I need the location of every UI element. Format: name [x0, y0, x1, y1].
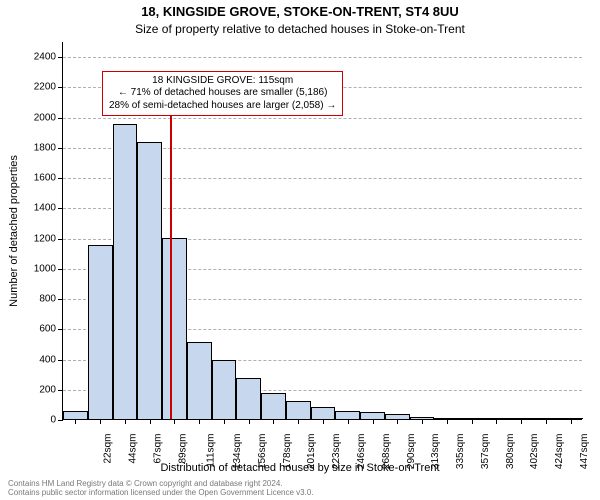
y-tick	[58, 148, 63, 149]
x-tick	[125, 419, 126, 424]
x-tick-label: 223sqm	[331, 434, 342, 470]
y-tick-label: 200	[16, 384, 56, 395]
x-tick	[447, 419, 448, 424]
histogram-bar	[311, 407, 336, 419]
x-tick-label: 290sqm	[406, 434, 417, 470]
x-tick	[249, 419, 250, 424]
y-tick	[58, 390, 63, 391]
histogram-bar	[261, 393, 286, 419]
x-tick-label: 335sqm	[455, 434, 466, 470]
x-tick	[571, 419, 572, 424]
x-tick	[373, 419, 374, 424]
y-tick	[58, 57, 63, 58]
y-tick	[58, 420, 63, 421]
y-tick-label: 2000	[16, 112, 56, 123]
x-tick	[348, 419, 349, 424]
y-tick-label: 2400	[16, 52, 56, 63]
histogram-bar	[113, 124, 138, 419]
y-tick-label: 800	[16, 294, 56, 305]
x-tick	[496, 419, 497, 424]
x-tick	[472, 419, 473, 424]
histogram-bar	[187, 342, 212, 419]
footer-attribution: Contains HM Land Registry data © Crown c…	[8, 480, 314, 498]
y-tick	[58, 360, 63, 361]
y-tick-label: 600	[16, 324, 56, 335]
x-tick-label: 246sqm	[356, 434, 367, 470]
gridline	[63, 57, 582, 58]
x-tick-label: 178sqm	[282, 434, 293, 470]
x-tick-label: 357sqm	[480, 434, 491, 470]
plot-area: 18 KINGSIDE GROVE: 115sqm← 71% of detach…	[62, 42, 582, 420]
reference-line	[170, 77, 172, 419]
y-tick	[58, 178, 63, 179]
x-tick-label: 111sqm	[206, 434, 217, 468]
y-tick-label: 2200	[16, 82, 56, 93]
x-tick	[273, 419, 274, 424]
x-tick	[323, 419, 324, 424]
y-tick-label: 1600	[16, 173, 56, 184]
y-tick-label: 0	[16, 415, 56, 426]
x-tick	[174, 419, 175, 424]
y-tick	[58, 239, 63, 240]
x-tick	[199, 419, 200, 424]
x-tick	[100, 419, 101, 424]
histogram-bar	[162, 238, 187, 419]
y-tick	[58, 329, 63, 330]
y-tick	[58, 208, 63, 209]
y-tick	[58, 269, 63, 270]
x-tick-label: 134sqm	[232, 434, 243, 470]
x-tick	[224, 419, 225, 424]
x-tick	[298, 419, 299, 424]
x-tick-label: 44sqm	[128, 434, 139, 464]
x-tick-label: 447sqm	[579, 434, 590, 470]
chart-subtitle: Size of property relative to detached ho…	[0, 22, 600, 36]
x-tick-label: 380sqm	[505, 434, 516, 470]
histogram-bar	[286, 401, 311, 419]
x-tick	[150, 419, 151, 424]
x-tick-label: 424sqm	[554, 434, 565, 470]
x-tick	[546, 419, 547, 424]
x-tick	[422, 419, 423, 424]
y-tick-label: 400	[16, 354, 56, 365]
annotation-box: 18 KINGSIDE GROVE: 115sqm← 71% of detach…	[102, 71, 343, 117]
chart-title: 18, KINGSIDE GROVE, STOKE-ON-TRENT, ST4 …	[0, 4, 600, 19]
annotation-line: 18 KINGSIDE GROVE: 115sqm	[109, 75, 336, 88]
x-tick-label: 22sqm	[103, 434, 114, 464]
footer-line-2: Contains public sector information licen…	[8, 489, 314, 498]
gridline	[63, 118, 582, 119]
x-tick-label: 268sqm	[381, 434, 392, 470]
y-tick-label: 1000	[16, 263, 56, 274]
histogram-bar	[335, 411, 360, 419]
x-tick	[521, 419, 522, 424]
chart-root: 18, KINGSIDE GROVE, STOKE-ON-TRENT, ST4 …	[0, 0, 600, 500]
x-tick-label: 156sqm	[257, 434, 268, 470]
x-tick-label: 89sqm	[177, 434, 188, 464]
x-tick-label: 201sqm	[307, 434, 318, 470]
y-tick-label: 1200	[16, 233, 56, 244]
histogram-bar	[212, 360, 237, 419]
x-tick-label: 67sqm	[152, 434, 163, 464]
x-tick-label: 402sqm	[529, 434, 540, 470]
histogram-bar	[88, 245, 113, 419]
x-tick	[75, 419, 76, 424]
y-tick	[58, 118, 63, 119]
y-tick-label: 1400	[16, 203, 56, 214]
histogram-bar	[360, 412, 385, 419]
annotation-line: 28% of semi-detached houses are larger (…	[109, 100, 336, 113]
annotation-line: ← 71% of detached houses are smaller (5,…	[109, 87, 336, 100]
y-tick	[58, 299, 63, 300]
histogram-bar	[63, 411, 88, 419]
y-tick-label: 1800	[16, 142, 56, 153]
histogram-bar	[137, 142, 162, 419]
x-tick	[397, 419, 398, 424]
y-tick	[58, 87, 63, 88]
x-tick-label: 313sqm	[430, 434, 441, 470]
histogram-bar	[236, 378, 261, 419]
